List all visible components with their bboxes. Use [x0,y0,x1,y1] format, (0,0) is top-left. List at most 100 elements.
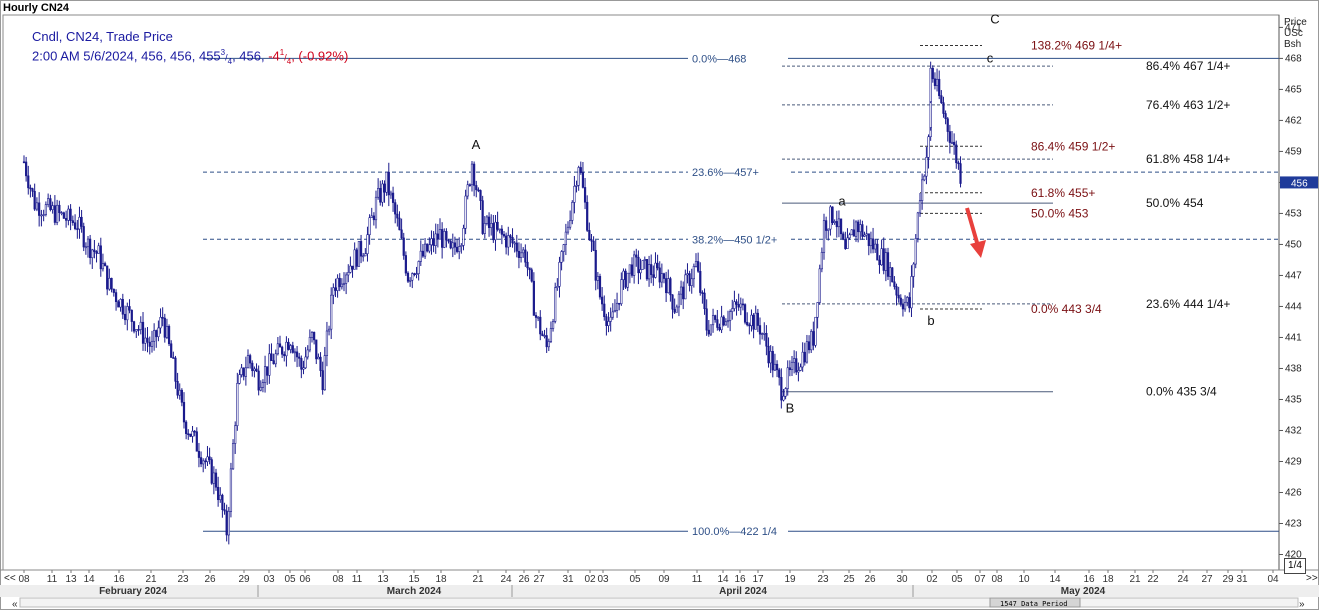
candle-body [955,144,958,164]
candle-body [901,304,905,310]
candle-body [123,313,127,321]
scroll-right-button[interactable]: » [1299,599,1305,610]
candle-body [677,293,681,308]
candle-body [377,188,380,198]
candle-body [690,278,693,286]
fib-label-bg [688,524,788,538]
y-tick-label: 441 [1285,332,1302,343]
candle-body [906,297,909,303]
x-tick-label: 08 [332,574,344,585]
candle-body [812,331,815,346]
candle-body [635,254,638,258]
candle-body [795,358,798,373]
x-tick-label: 05 [951,574,963,585]
candle-body [912,263,915,277]
scroll-left-button[interactable]: « [12,599,18,610]
candle-body [746,321,749,326]
corner-left-button[interactable]: << [4,573,16,584]
candle-body [249,355,252,364]
candle-body [825,220,828,231]
candle-body [432,238,435,246]
candle-body [846,237,849,249]
candle-body [541,333,544,336]
fib-label-right: 86.4% 467 1/4+ [1146,59,1230,73]
candle-body [86,238,90,248]
candle-body [285,341,288,357]
candle-body [654,262,657,278]
candle-body [829,206,832,230]
candle-body [588,230,591,240]
candle-body [447,239,450,242]
candle-body [106,265,109,290]
candle-body [323,355,326,391]
candle-body [957,162,960,165]
candle-body [415,273,418,275]
candle-body [645,259,649,280]
candle-body [517,250,521,258]
fraction-selector[interactable]: 1/4 [1284,558,1306,574]
candle-body [583,187,587,203]
x-tick-label: 29 [1222,574,1234,585]
x-tick-label: 04 [1267,574,1279,585]
candle-body [479,190,482,201]
current-price-label: 456 [1291,178,1308,189]
candle-body [97,245,100,254]
candle-body [53,205,56,223]
candle-body [669,278,672,296]
candle-body [675,306,678,313]
candle-body [699,270,702,293]
x-tick-label: 02 [926,574,938,585]
candle-body [394,202,397,215]
candle-body [878,259,881,266]
legend-change-frac-num: 1 [279,48,285,57]
candle-body [306,349,309,358]
candle-body [839,218,843,235]
candle-body [647,264,651,280]
candle-body [485,216,489,224]
x-tick-label: 16 [734,574,746,585]
candle-body [545,335,548,348]
candle-body [684,274,687,300]
candle-body [869,238,873,247]
corner-right-button[interactable]: >> [1306,573,1318,584]
candle-body [778,369,781,378]
candle-body [938,78,941,96]
candle-body [159,316,162,329]
candle-body [49,198,52,210]
candle-body [758,325,762,335]
candle-body [807,341,811,351]
fib-label-red: 138.2% 469 1/4+ [1031,38,1122,52]
candle-body [944,113,947,120]
candle-body [711,315,715,326]
candle-body [814,316,817,346]
candle-body [197,450,201,458]
down-arrow-shaft [965,207,980,247]
candle-body [502,234,506,237]
candle-body [217,486,220,501]
x-tick-label: 23 [817,574,829,585]
fib-label-right: 50.0% 454 [1146,196,1204,210]
candle-body [210,459,213,484]
candle-body [411,273,414,281]
candle-body [498,228,501,231]
candle-body [174,357,177,382]
candle-body [705,308,708,331]
fib-label-right: 76.4% 463 1/2+ [1146,98,1230,112]
fib-label-right: 0.0% 435 3/4 [1146,385,1217,399]
candle-body [229,468,233,512]
wave-label: a [838,193,846,208]
candle-body [281,346,284,355]
candle-body [270,353,273,361]
x-tick-label: 27 [533,574,545,585]
candle-body [445,231,448,241]
candle-body [575,185,578,187]
x-tick-label: 02 [584,574,596,585]
candle-body [526,261,529,269]
scrollbar-thumb [989,597,1081,608]
candle-body [302,367,305,370]
candle-body [880,248,883,266]
candle-body [42,214,45,216]
x-tick-label: 23 [177,574,189,585]
candle-body [511,237,514,244]
